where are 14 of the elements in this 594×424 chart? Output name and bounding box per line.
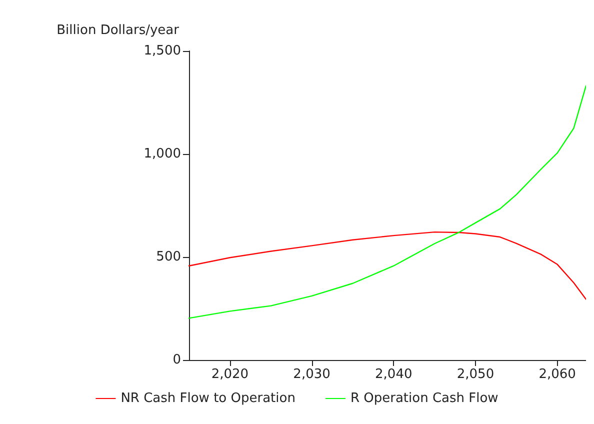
- y-tick-label: 0: [172, 352, 181, 368]
- x-tick-label: 2,040: [375, 367, 412, 382]
- y-axis-title: Billion Dollars/year: [56, 23, 180, 38]
- y-tick-label: 500: [156, 250, 181, 264]
- x-tick-label: 2,020: [211, 367, 249, 382]
- x-tick-label: 2,060: [538, 367, 576, 382]
- x-tick-label: 2,030: [293, 367, 330, 382]
- y-tick-label: 1,500: [144, 44, 181, 58]
- line-series: [188, 85, 586, 319]
- line-series: [188, 231, 586, 300]
- x-tick-label: 2,050: [456, 367, 494, 382]
- y-tick-label: 1,000: [144, 146, 181, 162]
- legend-label: NR Cash Flow to Operation: [120, 391, 296, 406]
- legend-label: R Operation Cash Flow: [350, 391, 499, 406]
